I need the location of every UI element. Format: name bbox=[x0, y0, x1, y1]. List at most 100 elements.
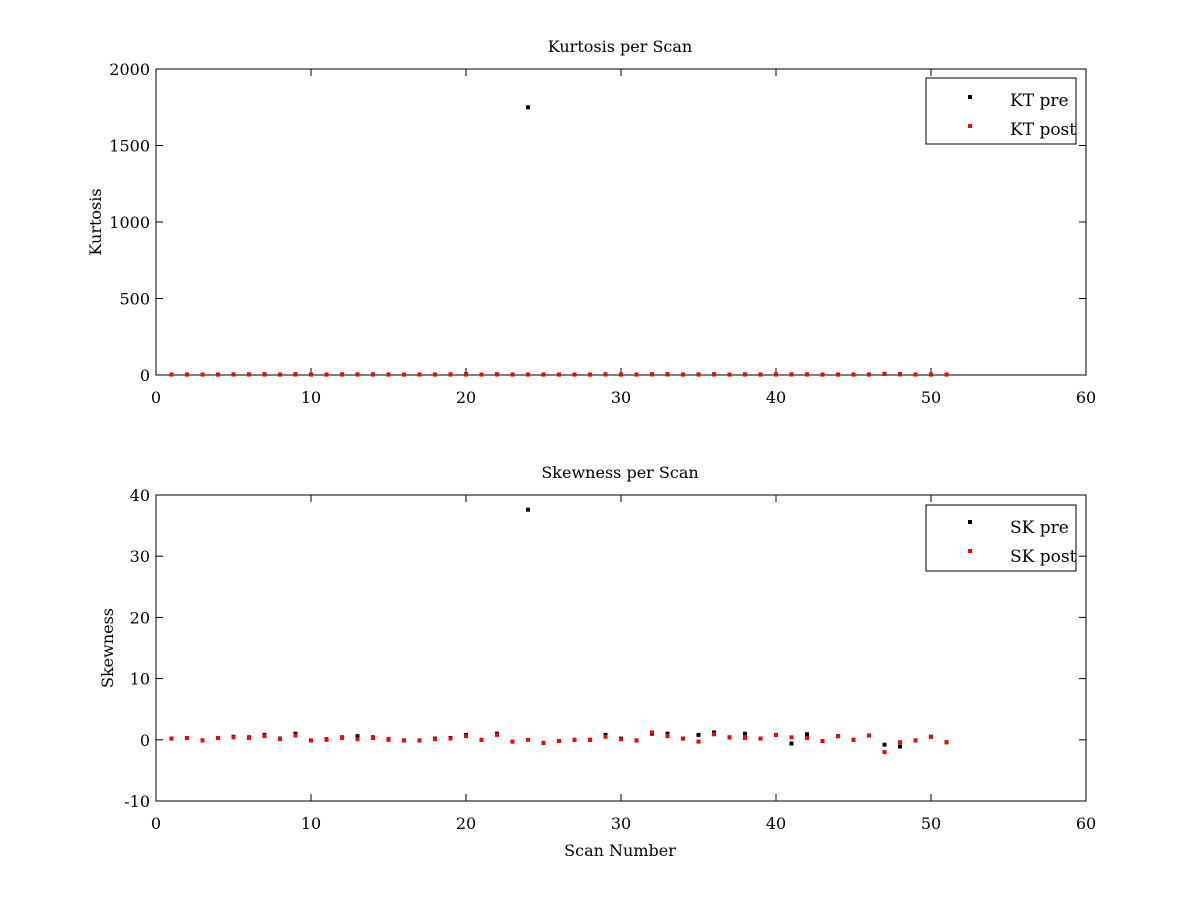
skewness-y-axis-label: Skewness bbox=[98, 608, 117, 688]
kurtosis-x-tick-label: 30 bbox=[611, 388, 631, 407]
kurtosis-x-tick-label: 50 bbox=[921, 388, 941, 407]
kurtosis-point-post bbox=[712, 372, 716, 377]
kurtosis-point-post bbox=[479, 372, 484, 377]
skewness-point-pre bbox=[882, 742, 887, 747]
skewness-point-post bbox=[619, 737, 623, 742]
legend-label-kt-pre: KT pre bbox=[1010, 91, 1069, 111]
legend-marker-kt-post bbox=[968, 124, 972, 128]
skewness-point-post bbox=[200, 738, 205, 743]
skewness-point-post bbox=[216, 735, 220, 740]
skewness-point-post bbox=[448, 736, 453, 741]
skewness-point-post bbox=[402, 738, 406, 743]
kurtosis-point-post bbox=[665, 372, 670, 377]
skewness-point-post bbox=[417, 738, 422, 743]
kurtosis-point-post bbox=[836, 372, 840, 377]
kurtosis-point-post bbox=[386, 372, 391, 377]
kurtosis-point-post bbox=[634, 372, 639, 377]
skewness-point-post bbox=[820, 739, 825, 744]
skewness-y-tick-label: 10 bbox=[130, 670, 150, 689]
kurtosis-point-post bbox=[929, 372, 933, 377]
skewness-point-post bbox=[479, 737, 484, 742]
skewness-point-post bbox=[789, 735, 794, 740]
skewness-point-pre bbox=[898, 744, 902, 749]
kurtosis-point-post bbox=[324, 372, 329, 377]
skewness-point-post bbox=[681, 736, 685, 741]
skewness-point-post bbox=[386, 737, 391, 742]
skewness-y-tick-label: -10 bbox=[124, 792, 150, 811]
kurtosis-point-post bbox=[278, 372, 282, 377]
skewness-point-post bbox=[324, 737, 329, 742]
kurtosis-point-post bbox=[541, 372, 546, 377]
skewness-point-post bbox=[712, 732, 716, 737]
kurtosis-point-post bbox=[200, 372, 205, 377]
kurtosis-point-post bbox=[588, 372, 592, 377]
kurtosis-point-post bbox=[169, 372, 174, 377]
skewness-point-post bbox=[464, 734, 468, 739]
kurtosis-point-post bbox=[216, 372, 220, 377]
skewness-x-tick-label: 50 bbox=[921, 814, 941, 833]
kurtosis-x-tick-label: 60 bbox=[1076, 388, 1096, 407]
legend-label-sk-pre: SK pre bbox=[1010, 518, 1069, 538]
skewness-point-pre bbox=[789, 741, 794, 746]
kurtosis-point-post bbox=[231, 372, 236, 377]
skewness-point-pre bbox=[805, 732, 809, 737]
kurtosis-points bbox=[169, 105, 949, 377]
skewness-point-post bbox=[634, 738, 639, 743]
kurtosis-chart-title: Kurtosis per Scan bbox=[548, 37, 692, 56]
skewness-point-post bbox=[805, 735, 809, 740]
kurtosis-x-tick-label: 40 bbox=[766, 388, 786, 407]
skewness-point-pre bbox=[743, 731, 747, 736]
skewness-point-post bbox=[696, 739, 701, 744]
kurtosis-y-axis-label: Kurtosis bbox=[86, 188, 105, 255]
legend-marker-sk-post bbox=[968, 549, 972, 553]
skewness-point-pre bbox=[355, 734, 360, 739]
skewness-point-post bbox=[944, 740, 949, 745]
kurtosis-point-post bbox=[417, 372, 422, 377]
skewness-point-post bbox=[727, 735, 732, 740]
kurtosis-y-tick-label: 0 bbox=[140, 366, 150, 385]
skewness-point-post bbox=[433, 737, 437, 742]
kurtosis-point-post bbox=[867, 372, 871, 377]
skewness-point-post bbox=[541, 740, 546, 745]
kurtosis-point-post bbox=[805, 372, 809, 377]
kurtosis-point-post bbox=[681, 372, 685, 377]
skewness-point-post bbox=[665, 734, 670, 739]
skewness-legend-box bbox=[925, 504, 1077, 572]
skewness-point-post bbox=[262, 734, 267, 739]
skewness-point-post bbox=[185, 735, 189, 740]
kurtosis-point-post bbox=[433, 372, 437, 377]
skewness-point-post bbox=[867, 733, 871, 738]
kurtosis-point-post bbox=[820, 372, 825, 377]
kurtosis-point-post bbox=[340, 372, 344, 377]
kurtosis-x-tick-label: 10 bbox=[301, 388, 321, 407]
kurtosis-y-tick-label: 2000 bbox=[109, 60, 150, 79]
kurtosis-legend: KT pre KT post bbox=[925, 77, 1077, 145]
skewness-point-post bbox=[355, 737, 360, 742]
skewness-point-post bbox=[572, 737, 577, 742]
skewness-point-post bbox=[929, 734, 933, 739]
skewness-point-post bbox=[836, 734, 840, 739]
skewness-x-axis-label: Scan Number bbox=[564, 841, 676, 860]
skewness-point-post bbox=[526, 737, 530, 742]
kurtosis-point-post bbox=[789, 372, 794, 377]
kurtosis-point-post bbox=[696, 372, 701, 377]
kurtosis-point-post bbox=[774, 372, 778, 377]
kurtosis-point-post bbox=[727, 372, 732, 377]
kurtosis-point-post bbox=[526, 372, 530, 377]
kurtosis-point-post bbox=[247, 372, 251, 377]
kurtosis-point-post bbox=[898, 372, 902, 377]
skewness-point-post bbox=[169, 736, 174, 741]
skewness-point-post bbox=[495, 732, 499, 737]
kurtosis-ticks: 0 10 20 30 40 50 60 0 500 1000 1500 2000 bbox=[109, 60, 1096, 407]
skewness-point-post bbox=[231, 735, 236, 740]
legend-marker-sk-pre bbox=[968, 520, 972, 524]
skewness-point-post bbox=[340, 735, 344, 740]
kurtosis-point-post bbox=[650, 372, 654, 377]
legend-label-sk-post: SK post bbox=[1010, 547, 1077, 567]
kurtosis-x-tick-label: 0 bbox=[151, 388, 161, 407]
kurtosis-y-tick-label: 500 bbox=[119, 290, 150, 309]
skewness-point-post bbox=[851, 737, 856, 742]
kurtosis-point-post bbox=[355, 372, 360, 377]
skewness-point-post bbox=[247, 735, 251, 740]
skewness-point-post bbox=[882, 750, 887, 755]
